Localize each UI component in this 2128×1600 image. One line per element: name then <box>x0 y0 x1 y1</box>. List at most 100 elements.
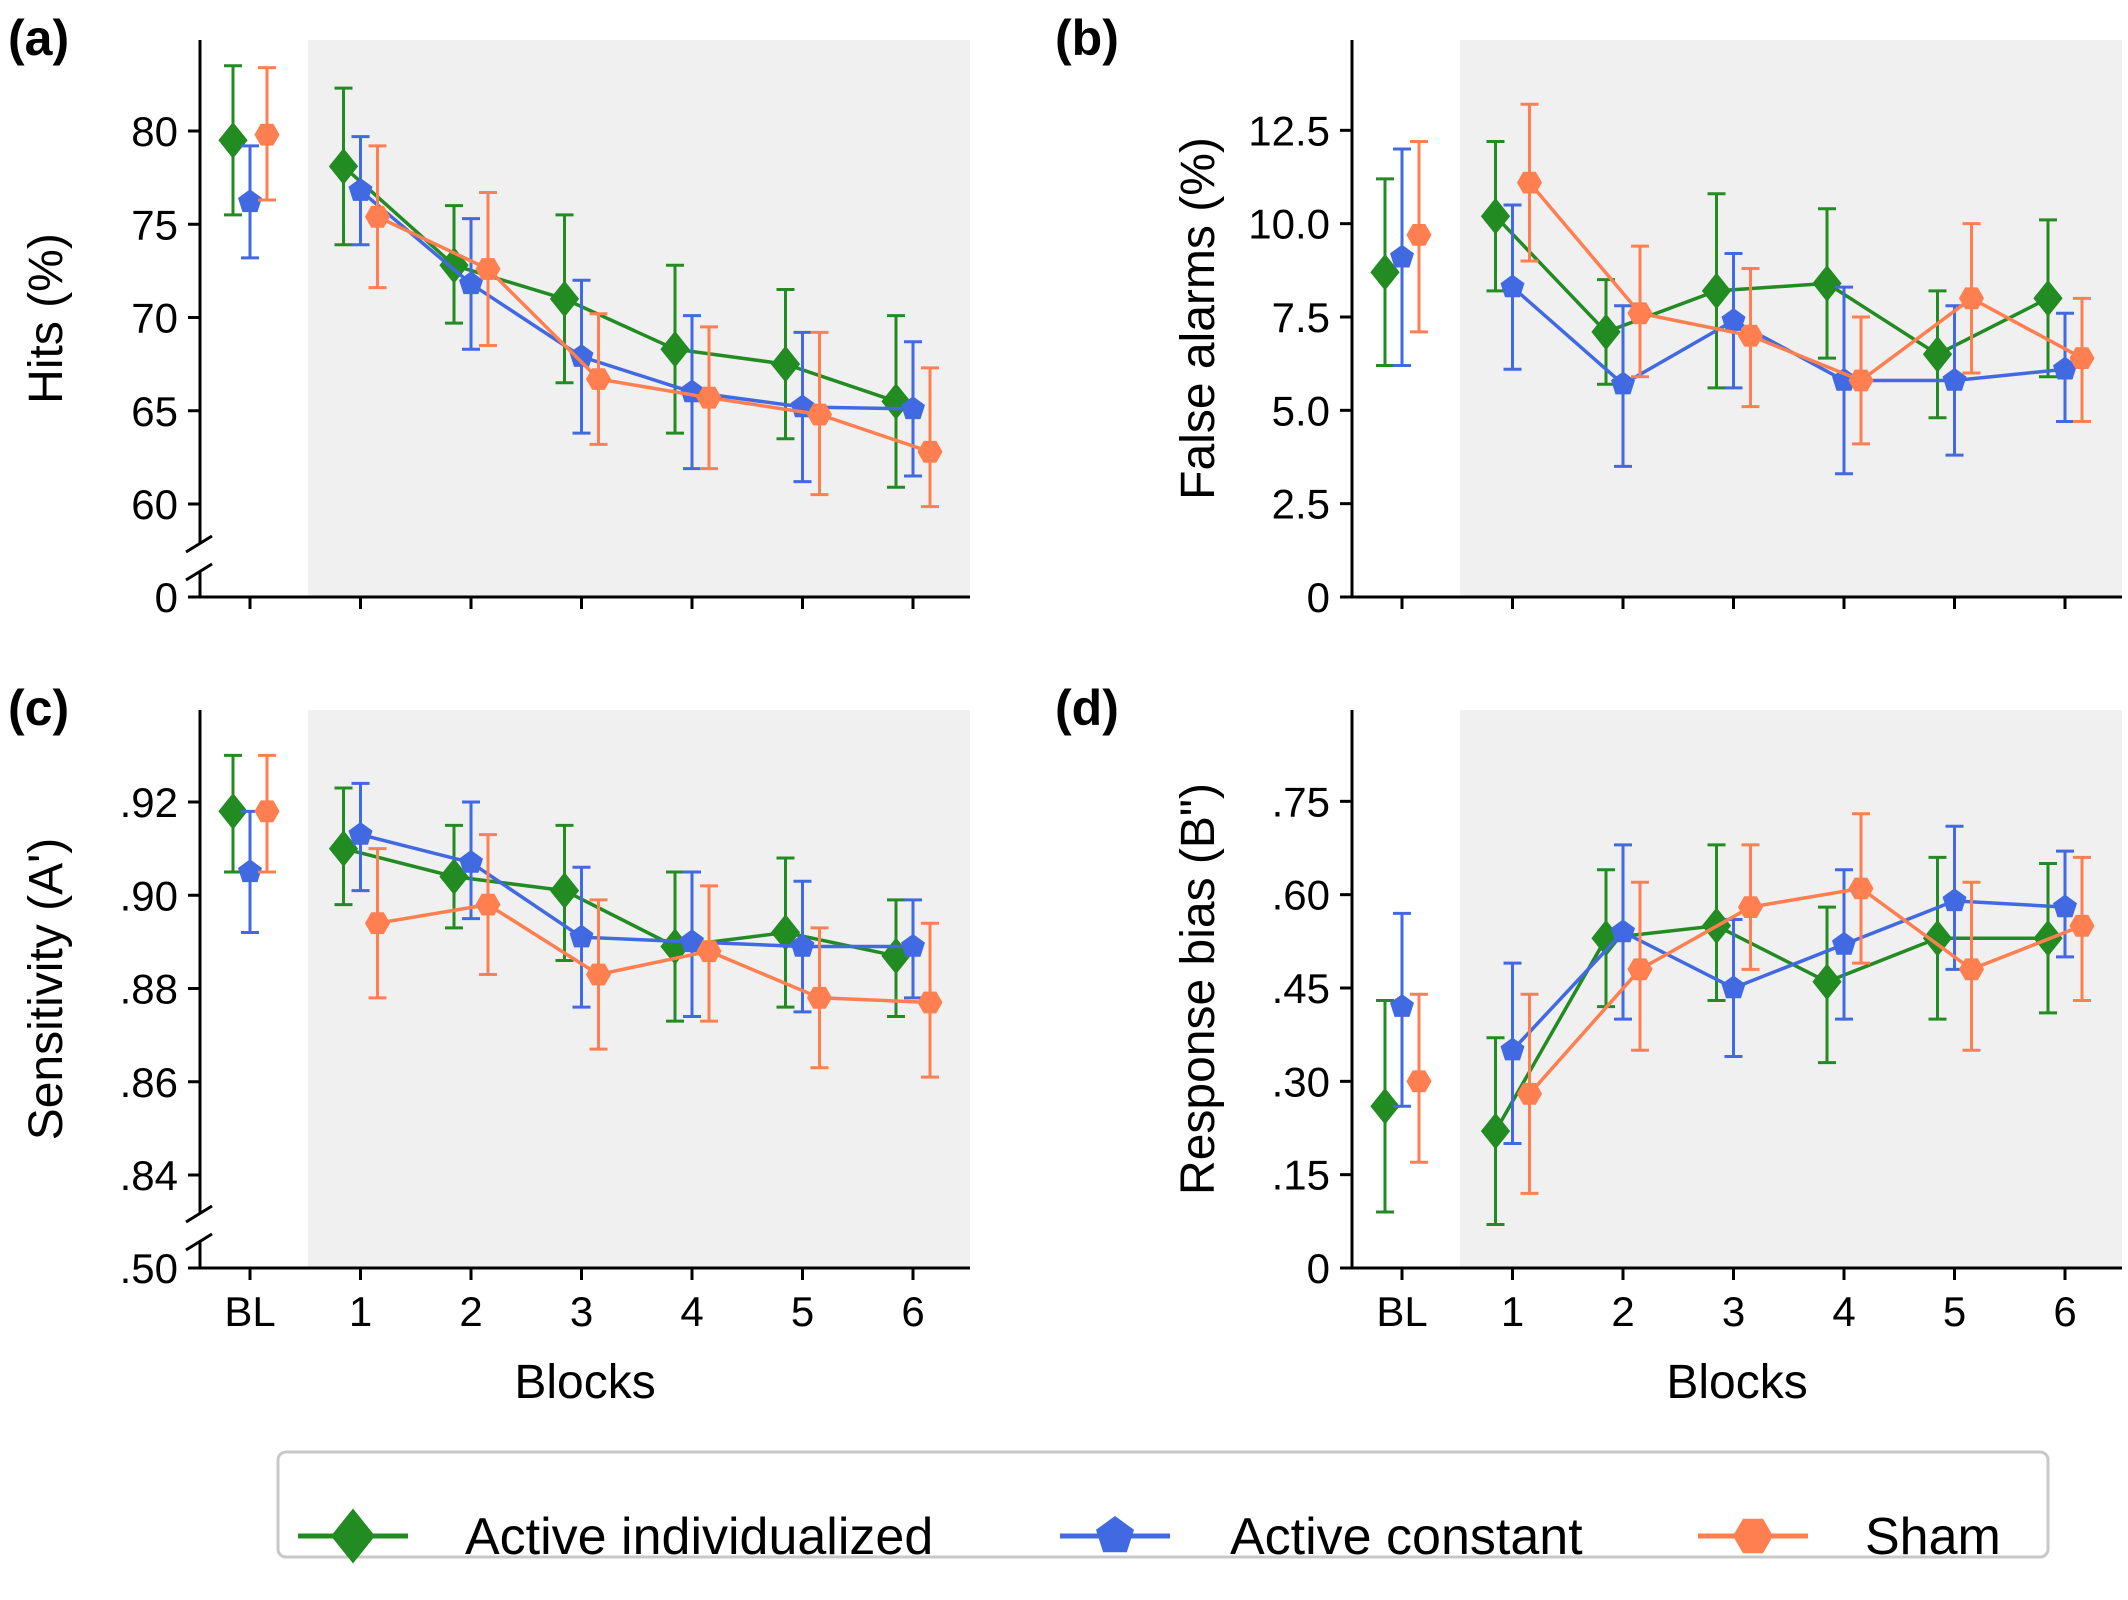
data-point <box>2033 279 2063 317</box>
block-shading <box>1460 40 2122 597</box>
panel-label: (b) <box>1055 10 1119 66</box>
data-point <box>364 205 391 228</box>
data-point <box>1737 324 1764 347</box>
data-point <box>364 912 391 935</box>
data-point <box>2069 914 2095 937</box>
y-tick-label: .45 <box>1272 965 1330 1012</box>
x-tick-label: BL <box>1376 1288 1427 1335</box>
legend-marker <box>331 1508 375 1564</box>
y-tick-label: 0 <box>1307 1245 1330 1292</box>
panel-b: 0 2.5 5.0 7.5 10.0 12.5 False alarms (%) (b) <box>1055 10 2122 621</box>
panel-label: (c) <box>8 680 69 736</box>
y-tick-label: 75 <box>131 201 178 248</box>
legend-label: Sham <box>1865 1508 2001 1566</box>
y-axis-title: Sensitivity (A') <box>20 838 73 1141</box>
y-tick-label: 60 <box>131 481 178 528</box>
y-tick-label: .88 <box>120 966 178 1013</box>
block-shading <box>1460 710 2122 1268</box>
data-point <box>1737 896 1764 918</box>
data-point <box>1942 888 1967 912</box>
data-point <box>2053 894 2077 918</box>
y-tick-label: 12.5 <box>1248 107 1330 154</box>
y-tick-label: .60 <box>1272 872 1330 919</box>
y-tick-label: .50 <box>120 1245 178 1292</box>
data-point <box>475 258 501 280</box>
x-tick-label: 2 <box>459 1288 482 1335</box>
data-point <box>569 924 594 948</box>
y-tick-label: 80 <box>131 108 178 155</box>
panel-c: .50 .84 .86 .88 .90 .92 BL 1 2 3 4 5 6 Sensitivity (A… <box>8 680 970 1409</box>
data-point <box>1958 958 1985 981</box>
data-point <box>806 986 833 1009</box>
series-line <box>1528 181 2083 383</box>
data-point <box>1721 975 1746 999</box>
data-point <box>1611 919 1635 943</box>
y-tick-label: .75 <box>1272 778 1330 825</box>
axis-break-mark <box>185 1204 213 1224</box>
data-point <box>1500 1037 1525 1061</box>
data-point <box>1516 171 1543 194</box>
data-point <box>806 403 833 426</box>
legend-marker <box>1096 1516 1134 1553</box>
x-tick-label: 3 <box>570 1288 593 1335</box>
y-tick-label: 0 <box>155 574 178 621</box>
x-axis-title: Blocks <box>1666 1356 1807 1409</box>
y-tick-label: .86 <box>120 1059 178 1106</box>
y-tick-label: 65 <box>131 388 178 435</box>
data-point <box>1848 877 1874 900</box>
data-point <box>2069 347 2095 369</box>
x-tick-label: 3 <box>1722 1288 1745 1335</box>
data-point <box>1390 244 1414 268</box>
legend-frame <box>276 1450 2050 1559</box>
y-tick-label: .30 <box>1272 1058 1330 1105</box>
x-tick-label: 5 <box>791 1288 814 1335</box>
axis-break-mark <box>185 562 213 582</box>
y-tick-label: .92 <box>120 779 178 826</box>
data-point <box>459 849 483 873</box>
data-point <box>680 929 704 953</box>
panel-a: 0 60 65 70 75 80 Hits (%) (a) <box>8 10 970 621</box>
x-tick-label: 6 <box>901 1288 924 1335</box>
y-tick-label: .90 <box>120 872 178 919</box>
x-tick-label: 4 <box>1832 1288 1855 1335</box>
y-tick-label: 7.5 <box>1272 294 1330 341</box>
legend: Active individualized Active constant Sham <box>276 1450 2050 1566</box>
block-shading <box>308 40 970 597</box>
x-tick-label: 2 <box>1611 1288 1634 1335</box>
data-point <box>770 345 801 383</box>
data-point <box>238 859 262 883</box>
data-point <box>1627 958 1653 981</box>
x-tick-label: 1 <box>1501 1288 1524 1335</box>
series-line <box>1528 886 2083 1095</box>
x-tick-label: 5 <box>1943 1288 1966 1335</box>
x-tick-label: 1 <box>349 1288 372 1335</box>
series-line <box>376 215 931 454</box>
data-point <box>1406 224 1432 246</box>
data-point <box>1480 1112 1511 1150</box>
data-point <box>917 440 943 463</box>
x-axis-title: Blocks <box>514 1356 655 1409</box>
data-point <box>254 800 280 823</box>
data-point <box>1922 919 1953 957</box>
data-point <box>1701 272 1732 310</box>
data-point <box>348 178 373 201</box>
data-point <box>660 330 690 368</box>
data-point <box>254 123 280 146</box>
y-axis-title: Response bias (B") <box>1172 783 1225 1195</box>
data-point <box>348 821 373 845</box>
data-point <box>1942 367 1967 391</box>
data-point <box>218 792 248 830</box>
y-axis-title: Hits (%) <box>20 233 73 404</box>
data-point <box>1591 313 1621 351</box>
data-point <box>1848 369 1874 392</box>
axis-break-mark <box>185 1232 213 1252</box>
data-point <box>1516 1082 1543 1105</box>
y-tick-label: 70 <box>131 295 178 342</box>
data-point <box>917 991 943 1014</box>
data-point <box>238 189 262 213</box>
y-tick-label: .15 <box>1272 1152 1330 1199</box>
y-axis-title: False alarms (%) <box>1172 137 1225 500</box>
data-point <box>1611 371 1635 395</box>
data-point <box>585 963 612 986</box>
